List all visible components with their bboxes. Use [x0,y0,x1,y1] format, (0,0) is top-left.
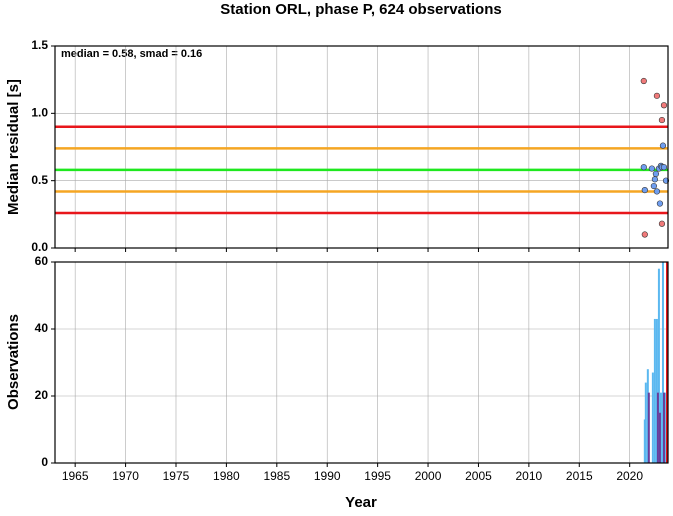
point [641,231,648,238]
x-tick-label: 1965 [62,469,89,483]
x-tick-label: 2020 [616,469,643,483]
x-tick-label: 2010 [516,469,543,483]
annotation: median = 0.58, smad = 0.16 [61,48,202,60]
y-tick-label: 0 [41,455,48,469]
y-tick-label: 1.5 [31,38,48,52]
x-tick-label: 2005 [465,469,492,483]
bar [658,412,661,463]
point [662,177,670,184]
bar [661,262,664,463]
bar [662,392,665,463]
bar [655,318,658,463]
y-tick-label: 60 [35,254,49,268]
bar [647,392,650,463]
point [652,170,660,178]
bar [653,318,656,463]
y-tick-label: 0.0 [31,240,48,254]
x-tick-label: 1990 [314,469,341,483]
x-tick-label: 1980 [213,469,240,483]
x-tick-label: 2000 [415,469,442,483]
point [648,165,655,172]
point [653,188,661,195]
x-tick-label: 2015 [566,469,593,483]
y-tick-label: 1.0 [31,106,48,120]
bar [651,372,654,463]
x-tick-label: 1985 [263,469,290,483]
point [653,92,661,99]
point [658,220,666,227]
bar [644,382,647,463]
y-tick-label: 0.5 [31,173,48,187]
chart-title: Station ORL, phase P, 624 observations [220,1,501,18]
bar [665,262,668,463]
x-tick-label: 1975 [163,469,190,483]
x-tick-label: 1970 [112,469,139,483]
y-tick-label: 40 [35,321,49,335]
bar [663,392,666,463]
point [660,102,668,109]
point [659,142,667,149]
point [656,200,664,207]
x-axis-label: Year [345,494,377,511]
point [640,77,647,85]
y-tick-label: 20 [35,388,49,402]
point [651,176,658,183]
point [660,164,668,171]
x-tick-label: 1995 [364,469,391,483]
point [640,164,647,171]
y-axis-label: Median residual [s] [5,79,22,215]
bar [659,392,662,463]
bar [657,268,660,463]
bar [646,369,649,463]
point [650,182,657,190]
plot-frame [54,45,669,249]
point [641,186,648,194]
bar [643,419,646,463]
bar [656,392,659,463]
y-axis-label: Observations [5,314,22,410]
point [658,116,666,124]
plot-frame [54,261,669,464]
